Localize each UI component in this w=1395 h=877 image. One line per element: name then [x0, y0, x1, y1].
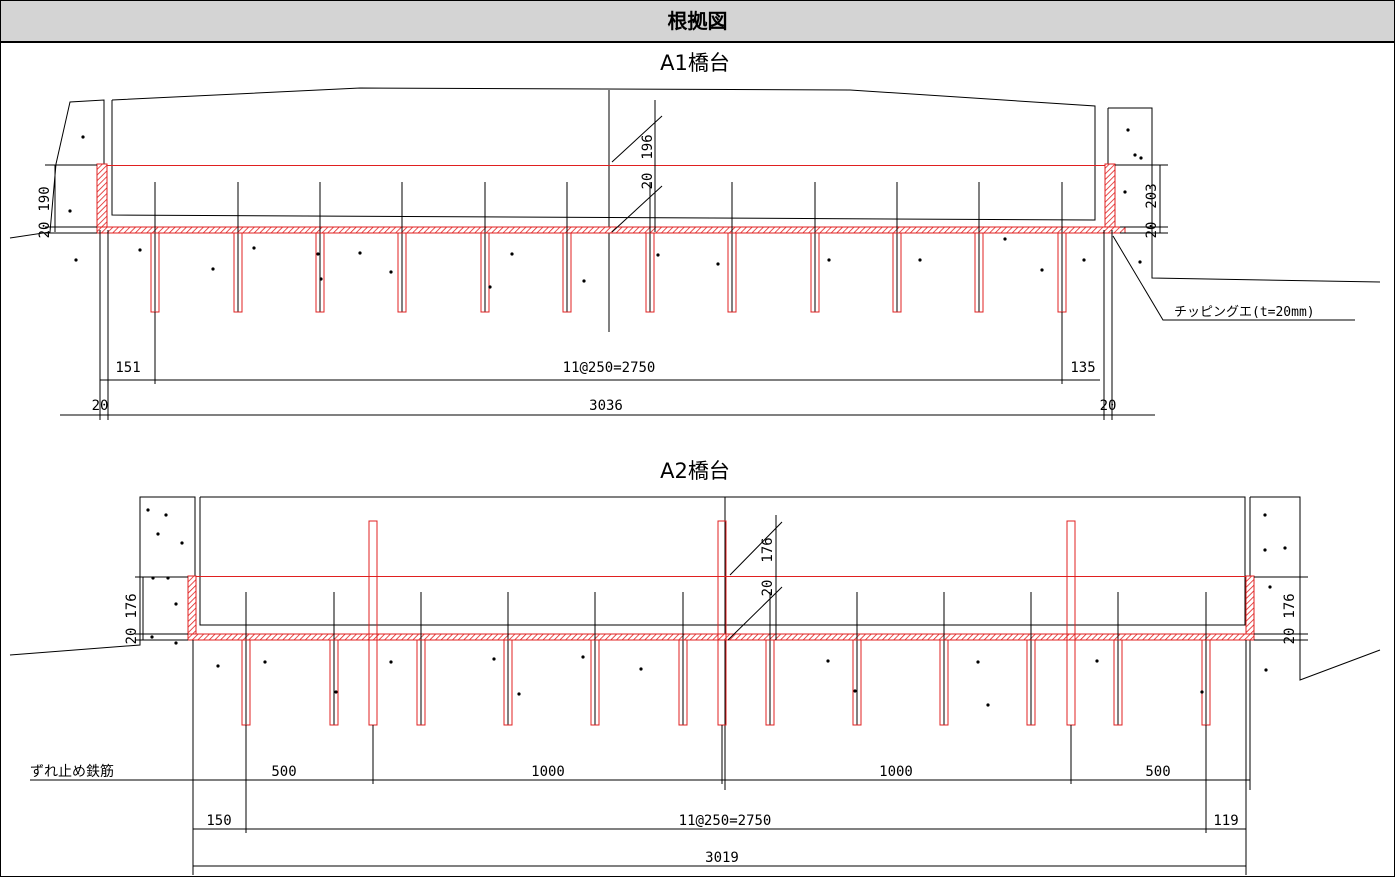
a1-dim-135: 135 — [1070, 360, 1095, 376]
a2-dim-150: 150 — [206, 813, 231, 829]
a2-dim-500-left: 500 — [271, 764, 296, 780]
a1-chipping-layer — [96, 163, 1126, 234]
a2-shear-bars — [368, 520, 1076, 726]
a2-dim-176-left: 176 — [124, 593, 140, 618]
a2-ground-lines — [9, 496, 1381, 790]
a1-dim-196: 196 — [640, 134, 656, 159]
a1-dim-span: 11@250=2750 — [563, 360, 656, 376]
a2-dim-1000-left: 1000 — [531, 764, 565, 780]
a1-aggregate-dots — [68, 128, 1143, 289]
a1-abutment-section: A1橋台 — [9, 51, 1381, 420]
header-bar: 根拠図 — [1, 1, 1394, 43]
a2-dim-119: 119 — [1213, 813, 1238, 829]
a2-dim-500-right: 500 — [1145, 764, 1170, 780]
a1-dim-20-v-left: 20 — [37, 222, 53, 239]
a2-dim-20-v-mid: 20 — [760, 580, 776, 597]
a2-dim-1000-right: 1000 — [879, 764, 913, 780]
a2-title: A2橋台 — [660, 459, 730, 483]
a1-dim-20-v-mid: 20 — [640, 173, 656, 190]
a1-dimension-lines — [45, 100, 1355, 420]
a1-dim-20-v-right: 20 — [1144, 222, 1160, 239]
a1-dim-total: 3036 — [589, 398, 623, 414]
a2-dimension-lines — [30, 515, 1308, 875]
a2-anchor-bars — [245, 592, 1207, 725]
a2-dim-176-right: 176 — [1282, 593, 1298, 618]
a2-aggregate-dots — [146, 508, 1287, 707]
a2-abutment-section: A2橋台 — [9, 459, 1381, 875]
page-title: 根拠図 — [667, 9, 728, 33]
a2-girder-outline — [199, 496, 1246, 790]
a2-dim-span: 11@250=2750 — [679, 813, 772, 829]
a1-anchor-bars — [154, 182, 1063, 312]
a1-anchor-holes — [150, 232, 1067, 313]
a2-chipping-layer — [187, 575, 1255, 641]
a1-chipping-note: チッピングエ(t=20mm) — [1174, 305, 1315, 320]
a2-dim-20-v-left: 20 — [124, 628, 140, 645]
a1-title: A1橋台 — [660, 51, 730, 75]
drawing-canvas: A1橋台 — [9, 51, 1381, 875]
a1-dim-20-right: 20 — [1100, 398, 1117, 414]
a1-dim-190: 190 — [37, 186, 53, 211]
a1-dim-203: 203 — [1144, 183, 1160, 208]
a2-dim-176-mid: 176 — [760, 537, 776, 562]
a1-girder-outline — [111, 87, 1096, 332]
a2-dim-total: 3019 — [705, 850, 739, 866]
a1-dim-20-left: 20 — [92, 398, 109, 414]
a2-dim-20-v-right: 20 — [1282, 628, 1298, 645]
a1-dim-151: 151 — [115, 360, 140, 376]
a1-ground-lines — [9, 99, 1381, 283]
a2-shear-bar-label: ずれ止め鉄筋 — [30, 763, 114, 780]
